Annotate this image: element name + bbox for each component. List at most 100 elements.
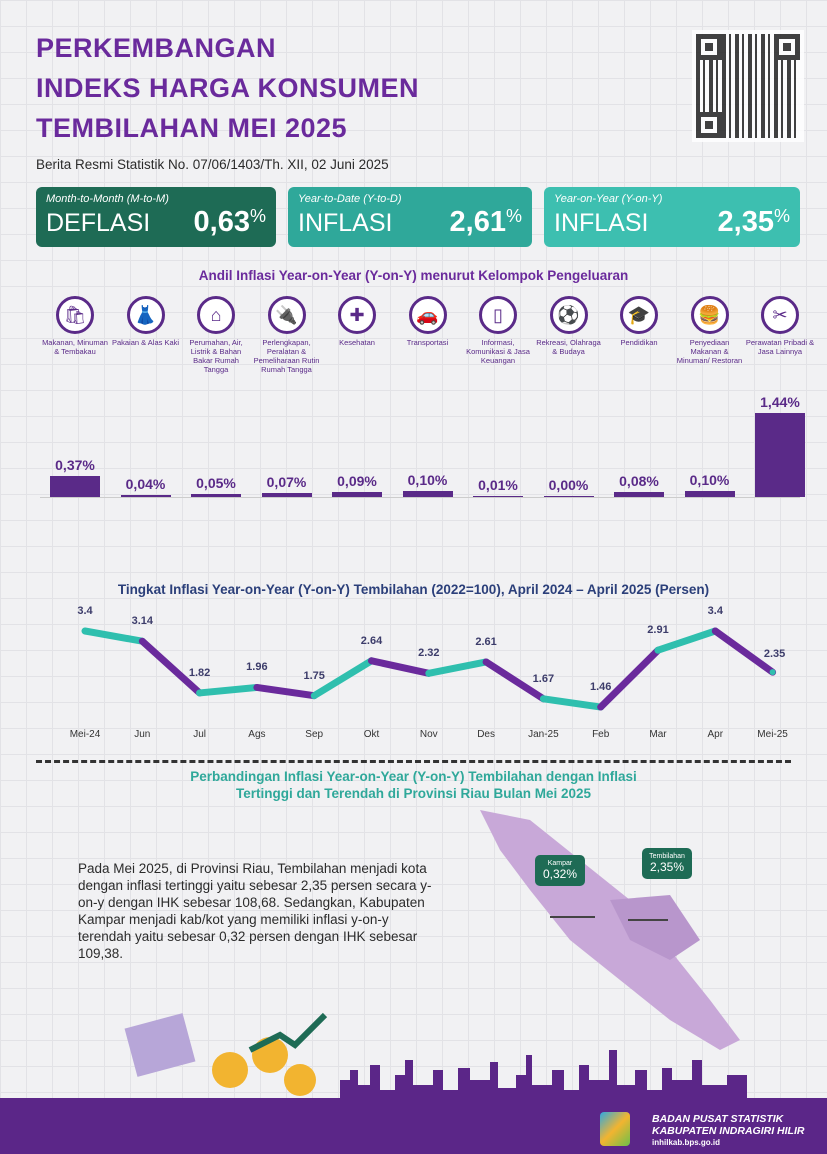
data-point — [540, 695, 547, 702]
bar-7 — [543, 495, 594, 497]
bar-5 — [402, 491, 453, 497]
category-9: 🍔 Penyediaan Makanan & Minuman/ Restoran — [675, 296, 745, 365]
x-tick: Sep — [305, 729, 324, 740]
data-point — [769, 669, 776, 676]
category-0: 🛍 Makanan, Minuman & Tembakau — [40, 296, 110, 356]
data-point — [82, 628, 88, 634]
grocery-icon: 🛍 — [56, 296, 94, 334]
map-pin-kampar[interactable]: Kampar 0,32% — [535, 855, 585, 886]
bar-label: 0,07% — [266, 473, 307, 490]
category-3: 🔌 Perlengkapan, Peralatan & Pemeliharaan… — [252, 296, 322, 374]
bar-8 — [614, 492, 664, 497]
point-label: 3.14 — [131, 615, 154, 628]
city-skyline — [340, 1050, 747, 1100]
bar-4 — [332, 491, 382, 497]
category-6: ▯ Informasi, Komunikasi & Jasa Keuangan — [463, 296, 533, 365]
category-4: ✚ Kesehatan — [322, 296, 392, 347]
bar-3 — [261, 492, 312, 497]
category-5: 🚗 Transportasi — [393, 296, 463, 347]
x-tick: Ags — [248, 729, 266, 740]
point-label: 2.91 — [647, 624, 669, 637]
card-value: 2,35 — [717, 206, 774, 238]
money-illustration — [124, 1012, 328, 1096]
x-tick: Mei-25 — [757, 729, 788, 740]
line-segment — [654, 627, 719, 654]
line-segment — [310, 657, 375, 700]
category-10: ✂ Perawatan Pribadi & Jasa Lainnya — [745, 296, 815, 356]
card-2: Year-on-Year (Y-on-Y) INFLASI 2,35% — [544, 187, 800, 247]
bar-label: 0,10% — [689, 472, 730, 489]
card-unit: % — [249, 206, 266, 226]
category-8: 🎓 Pendidikan — [604, 296, 674, 347]
bar-1 — [120, 494, 171, 497]
bar-label: 0,10% — [407, 472, 448, 489]
bar-10 — [755, 413, 805, 497]
card-kind: INFLASI — [298, 209, 393, 237]
card-unit: % — [505, 206, 522, 226]
point-label: 2.35 — [763, 648, 786, 661]
line-segment — [597, 646, 662, 711]
line-chart — [81, 627, 777, 711]
footer-url[interactable]: inhilkab.bps.go.id — [652, 1138, 720, 1147]
data-point — [597, 704, 604, 711]
footer — [0, 1098, 827, 1154]
plug-icon: 🔌 — [267, 296, 306, 334]
data-point — [712, 628, 719, 634]
x-tick: Feb — [592, 729, 610, 740]
line-segment — [196, 683, 261, 697]
line-segment — [138, 637, 204, 697]
x-tick: Nov — [419, 729, 438, 740]
phone-icon: ▯ — [479, 296, 517, 334]
x-tick: Apr — [707, 729, 724, 740]
tools-icon: ✂ — [761, 296, 799, 334]
bar-baseline — [40, 497, 800, 498]
bar-label: 0,09% — [337, 472, 377, 489]
line-segment — [81, 627, 146, 645]
point-label: 2.61 — [475, 635, 497, 648]
fast-food-icon: 🍔 — [690, 296, 729, 334]
data-point — [139, 638, 146, 645]
bps-logo — [600, 1112, 630, 1146]
line-segment — [482, 658, 547, 703]
card-unit: % — [773, 206, 790, 226]
compare-title: Perbandingan Inflasi Year-on-Year (Y-on-… — [190, 769, 637, 801]
map-pin-tembilahan[interactable]: Tembilahan 2,35% — [642, 848, 692, 879]
x-tick: Jan-25 — [528, 729, 559, 740]
subtitle: Berita Resmi Statistik No. 07/06/1403/Th… — [36, 157, 389, 172]
x-tick: Jun — [134, 729, 151, 740]
andil-title: Andil Inflasi Year-on-Year (Y-on-Y) menu… — [198, 268, 629, 283]
data-point — [483, 658, 490, 665]
card-0: Month-to-Month (M-to-M) DEFLASI 0,63% — [36, 187, 276, 247]
dress-icon: 👗 — [126, 296, 165, 334]
card-value: 0,63 — [193, 206, 250, 238]
bar-9 — [684, 491, 735, 497]
bar-label: 1,44% — [760, 394, 800, 411]
x-tick: Okt — [363, 729, 380, 740]
point-label: 3.4 — [707, 605, 723, 617]
line-segment — [368, 657, 433, 677]
qr-code[interactable] — [692, 30, 804, 142]
line-segment — [711, 627, 777, 676]
data-point — [311, 692, 318, 699]
line-chart-title: Tingkat Inflasi Year-on-Year (Y-on-Y) Te… — [117, 582, 710, 597]
bar-label: 0,01% — [478, 476, 518, 493]
bar-0 — [50, 475, 100, 497]
card-1: Year-to-Date (Y-to-D) INFLASI 2,61% — [288, 187, 532, 247]
x-tick: Des — [477, 729, 495, 740]
bar-2 — [191, 494, 241, 497]
data-point — [425, 670, 432, 677]
bar-label: 0,08% — [619, 473, 659, 490]
data-point — [655, 647, 661, 654]
data-point — [196, 689, 203, 696]
x-tick: Jul — [193, 729, 206, 740]
card-kind: INFLASI — [554, 209, 649, 237]
sumatra-map — [480, 810, 740, 1050]
graduation-cap-icon: 🎓 — [620, 296, 658, 334]
x-tick: Mar — [649, 729, 667, 740]
point-label: 1.46 — [589, 681, 612, 694]
bar-label: 0,00% — [548, 476, 589, 493]
bar-label: 0,04% — [125, 475, 166, 492]
point-label: 1.96 — [246, 661, 268, 674]
bar-label: 0,37% — [55, 456, 95, 473]
line-segment — [425, 658, 490, 677]
